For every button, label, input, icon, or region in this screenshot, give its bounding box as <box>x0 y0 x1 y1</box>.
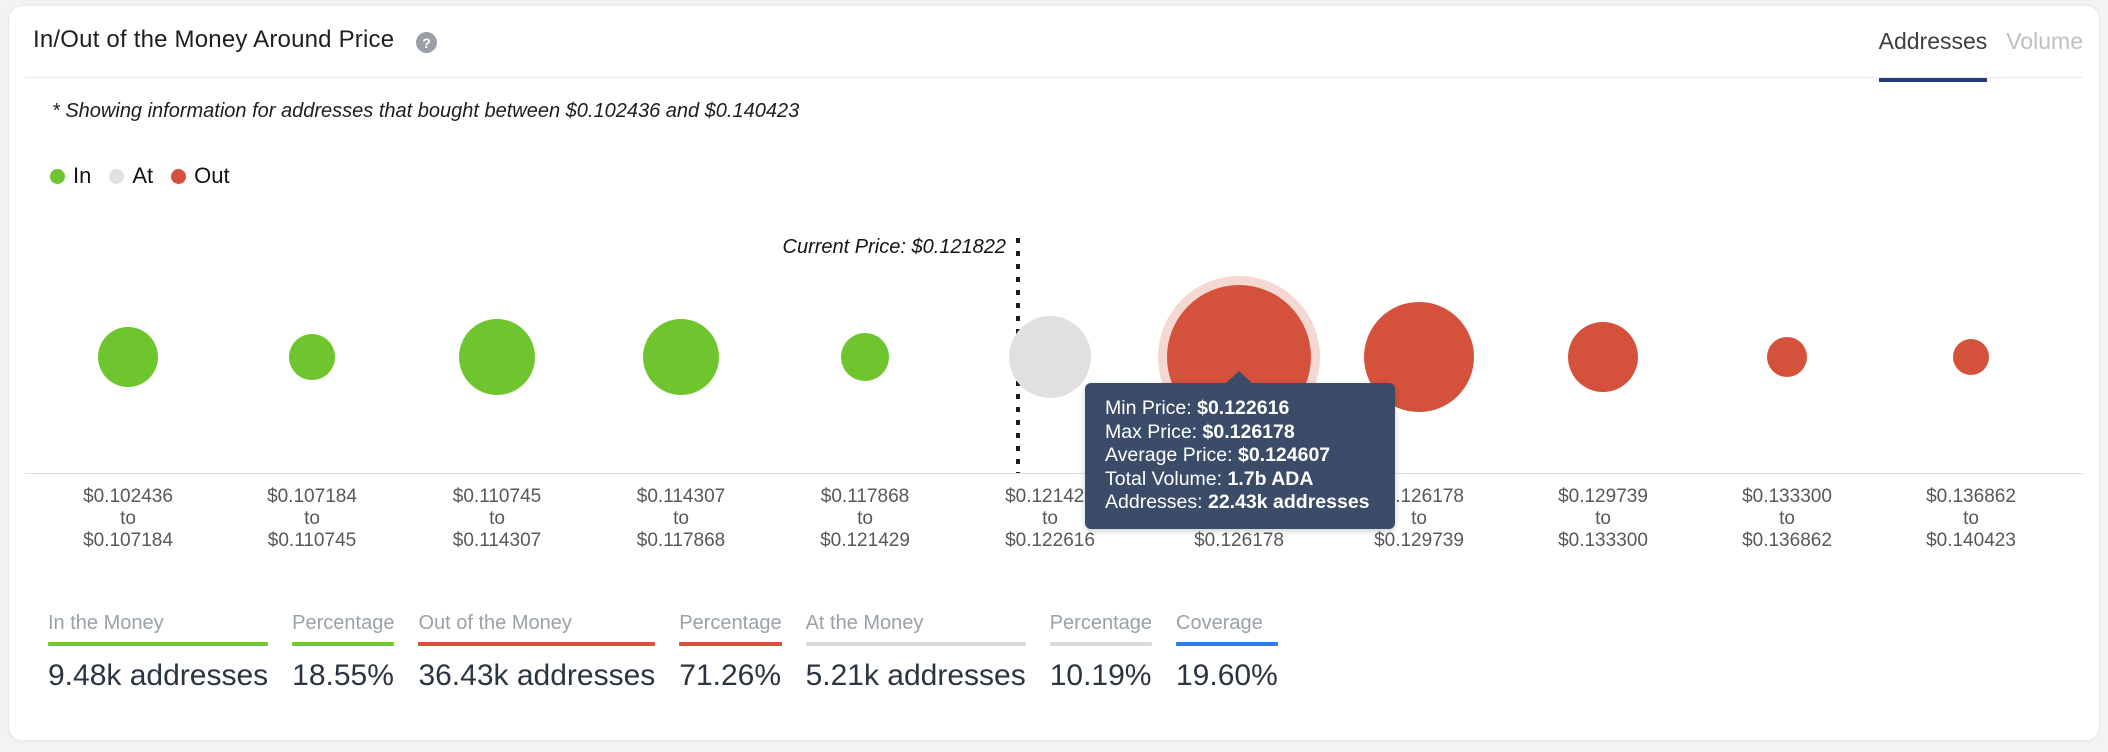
out-percentage-underline <box>679 642 782 646</box>
out-of-the-money-underline <box>418 642 656 646</box>
in-the-money-underline <box>48 642 269 646</box>
tab-addresses[interactable]: Addresses <box>1878 28 1988 82</box>
bubble-2[interactable] <box>289 334 335 380</box>
current-price-label: Current Price: $0.121822 <box>782 236 1006 258</box>
x-axis-line <box>25 473 2083 474</box>
tooltip-min-price: Min Price: $0.122616 <box>1105 397 1290 419</box>
x-tick-6: $0.121429 to $0.122616 <box>1005 486 1095 551</box>
at-percentage-underline <box>1049 642 1152 646</box>
x-tick-1: $0.102436 to $0.107184 <box>83 486 173 551</box>
stat-in-the-money: In the Money 9.48k addresses <box>48 612 269 692</box>
tab-volume[interactable]: Volume <box>2006 28 2083 54</box>
summary-stats: In the Money 9.48k addresses Percentage … <box>48 612 1278 693</box>
stat-out-percentage: Percentage 71.26% <box>679 612 782 692</box>
at-dot-icon <box>109 168 125 184</box>
legend-item-at[interactable]: At <box>109 163 153 189</box>
bubble-9[interactable] <box>1568 322 1638 392</box>
bubble-3[interactable] <box>459 319 535 395</box>
tooltip-total-volume: Total Volume: 1.7b ADA <box>1105 467 1314 490</box>
legend: In At Out <box>50 163 230 189</box>
tooltip-addresses: Addresses: 22.43k addresses <box>1105 491 1370 513</box>
view-tabs: Addresses Volume <box>1878 28 2083 82</box>
help-icon[interactable]: ? <box>416 32 437 53</box>
header-divider <box>25 77 2083 78</box>
stat-at-the-money: At the Money 5.21k addresses <box>805 612 1026 692</box>
bubble-11[interactable] <box>1953 339 1989 375</box>
x-tick-5: $0.117868 to $0.121429 <box>820 486 910 551</box>
bubble-10[interactable] <box>1767 337 1807 377</box>
bubble-1[interactable] <box>98 327 158 387</box>
x-tick-11: $0.136862 to $0.140423 <box>1926 486 2016 551</box>
stat-coverage: Coverage 19.60% <box>1176 612 1278 692</box>
x-tick-2: $0.107184 to $0.110745 <box>267 486 357 551</box>
tooltip-average-price: Average Price: $0.124607 <box>1105 444 1331 466</box>
in-percentage-underline <box>292 642 395 646</box>
in-dot-icon <box>50 168 65 184</box>
x-tick-4: $0.114307 to $0.117868 <box>636 486 726 551</box>
x-tick-9: $0.129739 to $0.133300 <box>1558 486 1648 551</box>
x-tick-8: $0.126178 to $0.129739 <box>1374 486 1464 551</box>
x-tick-10: $0.133300 to $0.136862 <box>1742 486 1832 551</box>
legend-item-out[interactable]: Out <box>171 163 230 189</box>
legend-item-in[interactable]: In <box>50 163 91 189</box>
stat-in-percentage: Percentage 18.55% <box>292 612 395 692</box>
out-dot-icon <box>171 168 187 184</box>
stat-at-percentage: Percentage 10.19% <box>1049 612 1152 692</box>
bubble-6[interactable] <box>1009 316 1091 398</box>
x-tick-3: $0.110745 to $0.114307 <box>452 486 542 551</box>
bubble-tooltip: Min Price: $0.122616 Max Price: $0.12617… <box>1085 371 1395 529</box>
bubble-4[interactable] <box>643 319 719 395</box>
tooltip-max-price: Max Price: $0.126178 <box>1105 420 1295 443</box>
at-the-money-underline <box>805 642 1026 646</box>
subtitle-note: * Showing information for addresses that… <box>52 100 800 122</box>
bubble-5[interactable] <box>841 333 889 381</box>
stat-out-of-the-money: Out of the Money 36.43k addresses <box>418 612 656 692</box>
coverage-underline <box>1176 642 1278 646</box>
page-title: In/Out of the Money Around Price <box>33 26 395 53</box>
